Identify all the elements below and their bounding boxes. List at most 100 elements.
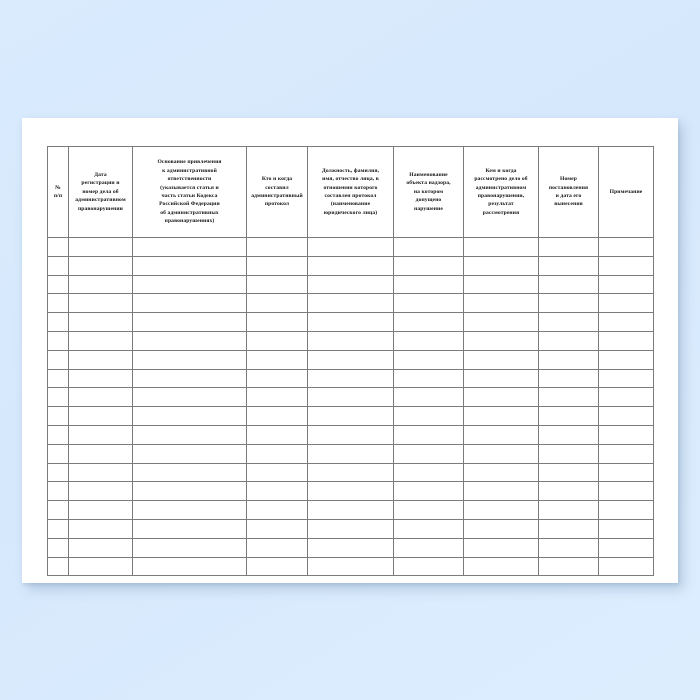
table-row[interactable]	[47, 387, 654, 408]
table-cell[interactable]	[393, 481, 464, 502]
table-cell[interactable]	[307, 293, 394, 314]
table-cell[interactable]	[307, 349, 394, 370]
table-cell[interactable]	[132, 406, 247, 426]
table-cell[interactable]	[47, 537, 69, 558]
table-cell[interactable]	[598, 387, 654, 408]
table-cell[interactable]	[307, 255, 394, 276]
table-cell[interactable]	[47, 406, 69, 426]
table-cell[interactable]	[307, 481, 394, 502]
table-cell[interactable]	[463, 237, 539, 257]
table-cell[interactable]	[463, 274, 539, 295]
table-row[interactable]	[47, 443, 654, 464]
table-cell[interactable]	[68, 330, 133, 351]
table-cell[interactable]	[393, 387, 464, 408]
table-cell[interactable]	[538, 406, 599, 426]
table-cell[interactable]	[246, 443, 308, 464]
table-cell[interactable]	[246, 387, 308, 408]
table-cell[interactable]	[393, 518, 464, 539]
table-cell[interactable]	[307, 443, 394, 464]
table-cell[interactable]	[47, 387, 69, 408]
table-cell[interactable]	[132, 443, 247, 464]
table-cell[interactable]	[598, 293, 654, 314]
table-cell[interactable]	[538, 330, 599, 351]
table-cell[interactable]	[132, 330, 247, 351]
table-cell[interactable]	[393, 312, 464, 332]
table-cell[interactable]	[68, 443, 133, 464]
table-cell[interactable]	[598, 518, 654, 539]
table-cell[interactable]	[68, 424, 133, 445]
table-row[interactable]	[47, 312, 654, 332]
table-cell[interactable]	[47, 274, 69, 295]
table-cell[interactable]	[463, 312, 539, 332]
table-cell[interactable]	[598, 537, 654, 558]
table-cell[interactable]	[463, 330, 539, 351]
table-cell[interactable]	[393, 330, 464, 351]
table-cell[interactable]	[463, 537, 539, 558]
table-row[interactable]	[47, 424, 654, 445]
table-cell[interactable]	[132, 255, 247, 276]
table-cell[interactable]	[393, 443, 464, 464]
table-cell[interactable]	[463, 500, 539, 520]
table-row[interactable]	[47, 500, 654, 520]
table-cell[interactable]	[307, 556, 394, 577]
table-cell[interactable]	[246, 424, 308, 445]
table-cell[interactable]	[246, 330, 308, 351]
table-cell[interactable]	[598, 255, 654, 276]
table-cell[interactable]	[47, 462, 69, 483]
table-cell[interactable]	[598, 312, 654, 332]
table-cell[interactable]	[307, 518, 394, 539]
table-cell[interactable]	[47, 293, 69, 314]
table-cell[interactable]	[307, 312, 394, 332]
table-cell[interactable]	[132, 349, 247, 370]
table-cell[interactable]	[47, 312, 69, 332]
table-cell[interactable]	[393, 500, 464, 520]
table-cell[interactable]	[393, 556, 464, 577]
table-cell[interactable]	[598, 237, 654, 257]
table-cell[interactable]	[307, 387, 394, 408]
table-cell[interactable]	[538, 518, 599, 539]
table-cell[interactable]	[463, 556, 539, 577]
table-cell[interactable]	[463, 255, 539, 276]
table-cell[interactable]	[68, 237, 133, 257]
table-cell[interactable]	[246, 255, 308, 276]
table-cell[interactable]	[598, 424, 654, 445]
table-cell[interactable]	[68, 387, 133, 408]
table-cell[interactable]	[393, 349, 464, 370]
table-cell[interactable]	[246, 518, 308, 539]
table-cell[interactable]	[393, 424, 464, 445]
table-cell[interactable]	[246, 462, 308, 483]
table-row[interactable]	[47, 481, 654, 502]
table-cell[interactable]	[132, 537, 247, 558]
table-cell[interactable]	[598, 481, 654, 502]
table-cell[interactable]	[246, 312, 308, 332]
table-cell[interactable]	[68, 556, 133, 577]
table-cell[interactable]	[598, 462, 654, 483]
table-cell[interactable]	[463, 368, 539, 389]
table-cell[interactable]	[246, 237, 308, 257]
table-cell[interactable]	[307, 330, 394, 351]
table-cell[interactable]	[463, 424, 539, 445]
table-cell[interactable]	[598, 556, 654, 577]
table-row[interactable]	[47, 330, 654, 351]
table-cell[interactable]	[68, 312, 133, 332]
table-cell[interactable]	[132, 424, 247, 445]
table-cell[interactable]	[393, 293, 464, 314]
table-cell[interactable]	[463, 462, 539, 483]
table-cell[interactable]	[132, 312, 247, 332]
table-cell[interactable]	[246, 349, 308, 370]
table-cell[interactable]	[463, 293, 539, 314]
table-cell[interactable]	[68, 500, 133, 520]
table-cell[interactable]	[538, 293, 599, 314]
table-row[interactable]	[47, 349, 654, 370]
table-cell[interactable]	[132, 556, 247, 577]
table-cell[interactable]	[538, 312, 599, 332]
table-cell[interactable]	[463, 481, 539, 502]
table-cell[interactable]	[47, 237, 69, 257]
table-cell[interactable]	[132, 500, 247, 520]
table-cell[interactable]	[68, 481, 133, 502]
table-cell[interactable]	[393, 237, 464, 257]
table-cell[interactable]	[47, 368, 69, 389]
table-cell[interactable]	[538, 424, 599, 445]
table-cell[interactable]	[68, 406, 133, 426]
table-cell[interactable]	[132, 462, 247, 483]
